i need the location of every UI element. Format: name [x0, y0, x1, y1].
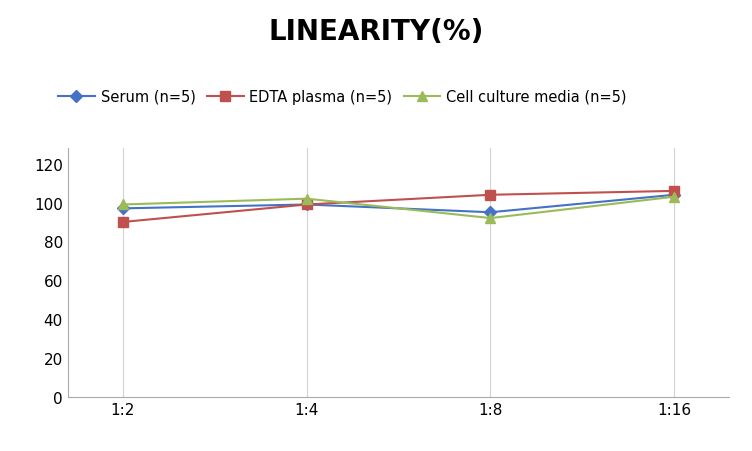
Line: Serum (n=5): Serum (n=5) [119, 191, 678, 217]
Line: Cell culture media (n=5): Cell culture media (n=5) [118, 193, 679, 223]
Cell culture media (n=5) [670, 194, 679, 200]
Line: EDTA plasma (n=5): EDTA plasma (n=5) [118, 187, 679, 227]
EDTA plasma (n=5) [118, 220, 127, 225]
Serum (n=5) [118, 206, 127, 212]
Cell culture media (n=5) [486, 216, 495, 221]
EDTA plasma (n=5) [302, 202, 311, 208]
EDTA plasma (n=5) [486, 193, 495, 198]
Cell culture media (n=5) [118, 202, 127, 208]
Serum (n=5) [302, 202, 311, 208]
Serum (n=5) [670, 193, 679, 198]
Serum (n=5) [486, 210, 495, 216]
Legend: Serum (n=5), EDTA plasma (n=5), Cell culture media (n=5): Serum (n=5), EDTA plasma (n=5), Cell cul… [53, 84, 632, 110]
EDTA plasma (n=5) [670, 189, 679, 194]
Cell culture media (n=5) [302, 197, 311, 202]
Text: LINEARITY(%): LINEARITY(%) [268, 18, 484, 46]
